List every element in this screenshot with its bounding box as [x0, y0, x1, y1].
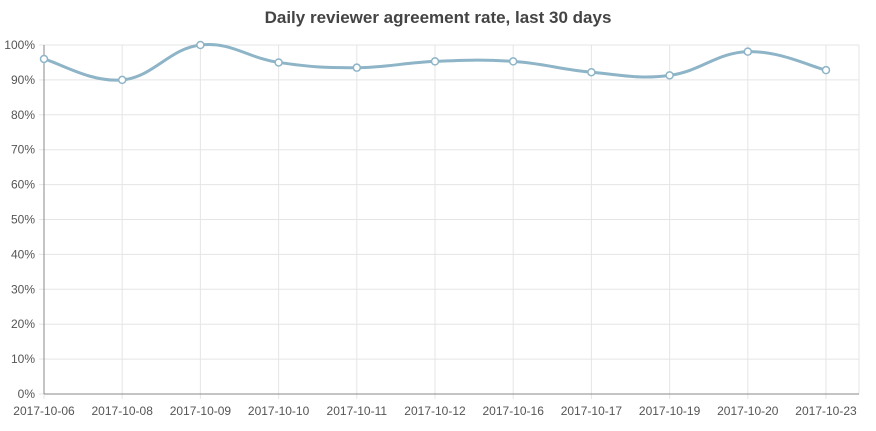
- y-tick-label: 100%: [4, 38, 35, 52]
- y-tick-label: 10%: [11, 352, 35, 366]
- data-point[interactable]: [665, 71, 674, 80]
- data-point[interactable]: [196, 40, 205, 50]
- x-tick-label: 2017-10-10: [248, 404, 310, 418]
- data-point[interactable]: [117, 75, 127, 85]
- x-tick-label: 2017-10-20: [717, 404, 779, 418]
- y-tick-labels: 0% 10% 20% 30% 40% 50% 60% 70% 80% 90% 100%: [4, 38, 35, 401]
- grid-lines: [39, 44, 860, 399]
- data-point[interactable]: [274, 58, 283, 67]
- x-tick-label: 2017-10-06: [13, 404, 75, 418]
- axes: [43, 45, 859, 395]
- data-point[interactable]: [352, 63, 362, 72]
- x-tick-labels: 2017-10-06 2017-10-08 2017-10-09 2017-10-10…: [13, 404, 857, 418]
- x-tick-label: 2017-10-16: [483, 404, 545, 418]
- data-point[interactable]: [743, 47, 753, 56]
- data-point[interactable]: [508, 57, 518, 66]
- x-tick-label: 2017-10-17: [561, 404, 623, 418]
- data-point[interactable]: [587, 67, 596, 77]
- data-point[interactable]: [430, 57, 440, 66]
- x-tick-label: 2017-10-12: [404, 404, 466, 418]
- x-tick-label: 2017-10-19: [639, 404, 701, 418]
- y-tick-label: 40%: [11, 247, 35, 261]
- x-tick-label: 2017-10-11: [327, 404, 388, 418]
- x-tick-label: 2017-10-08: [92, 404, 154, 418]
- x-tick-label: 2017-10-09: [170, 404, 232, 418]
- y-tick-label: 0%: [18, 387, 36, 401]
- data-points: [39, 40, 831, 85]
- data-point[interactable]: [821, 65, 831, 75]
- data-point[interactable]: [39, 54, 49, 64]
- y-tick-label: 80%: [11, 108, 35, 122]
- y-tick-label: 70%: [11, 143, 35, 157]
- y-tick-label: 60%: [11, 178, 35, 192]
- x-tick-label: 2017-10-23: [795, 404, 857, 418]
- y-tick-label: 50%: [11, 213, 35, 227]
- y-tick-label: 20%: [11, 317, 35, 331]
- chart-title: Daily reviewer agreement rate, last 30 d…: [264, 8, 612, 27]
- y-tick-label: 30%: [11, 282, 35, 296]
- y-tick-label: 90%: [11, 73, 35, 87]
